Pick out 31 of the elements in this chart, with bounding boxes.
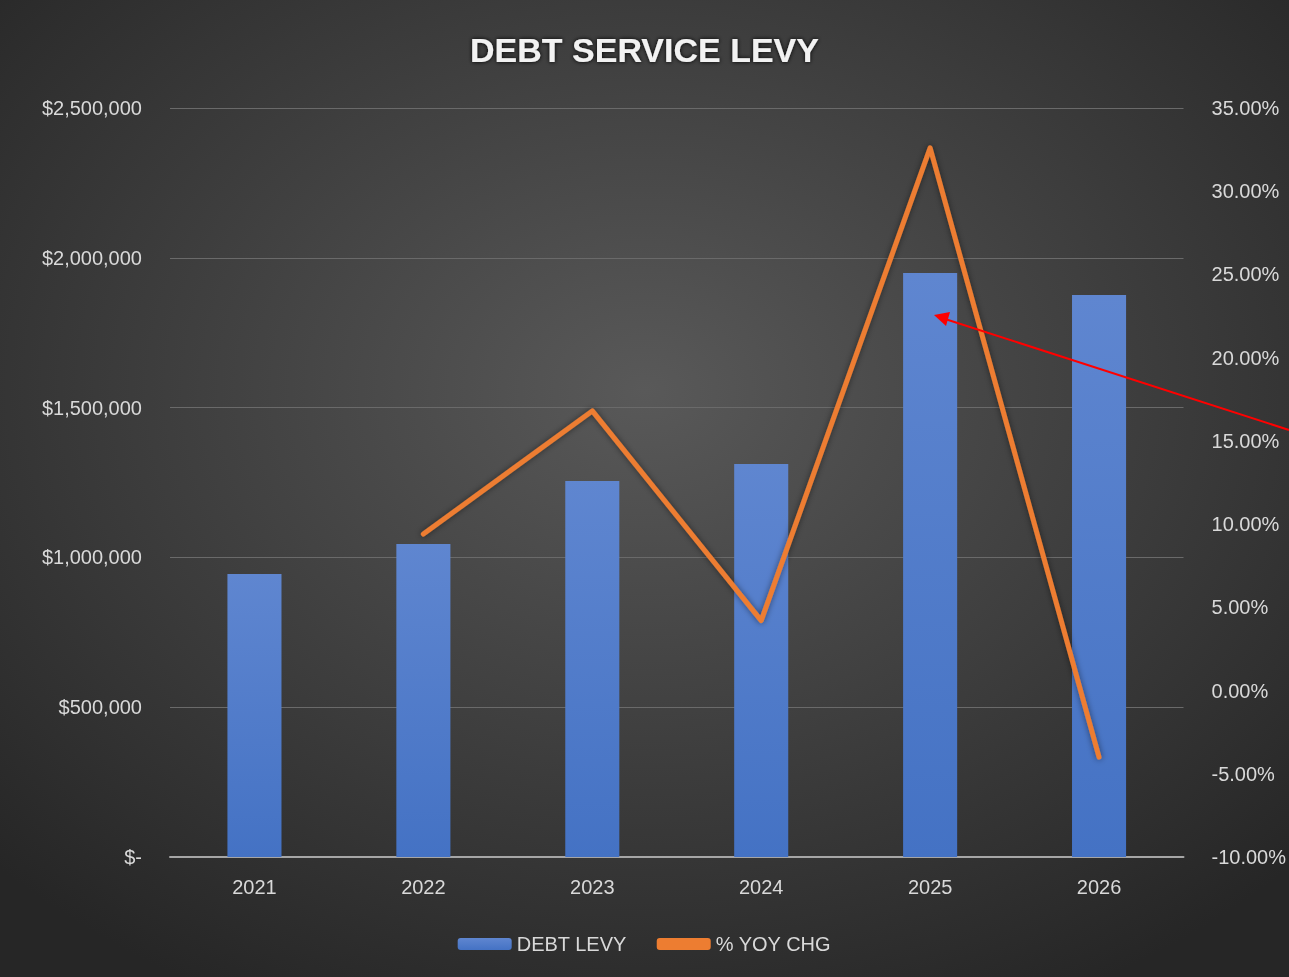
y-tick-label: $500,000 — [58, 696, 142, 719]
y2-tick-label: 5.00% — [1211, 596, 1269, 619]
x-tick-label: 2026 — [1076, 876, 1122, 898]
y2-tick-label: 20.00% — [1211, 346, 1280, 369]
bar — [565, 481, 620, 857]
chart-title: DEBT SERVICE LEVY — [470, 31, 820, 69]
bar — [1072, 294, 1127, 857]
y2-tick-label: -10.00% — [1211, 846, 1287, 868]
y-tick-label: $2,000,000 — [41, 246, 142, 269]
legend-label: DEBT LEVY — [516, 933, 627, 955]
y-tick-label: $2,500,000 — [41, 97, 142, 119]
y2-tick-label: 25.00% — [1211, 263, 1280, 286]
y-tick-label: $1,000,000 — [41, 546, 142, 569]
bar — [734, 463, 789, 857]
x-tick-label: 2025 — [907, 876, 953, 898]
x-tick-label: 2021 — [232, 876, 277, 898]
y2-tick-label: 30.00% — [1211, 180, 1280, 203]
x-tick-label: 2024 — [738, 876, 784, 898]
x-tick-label: 2023 — [570, 876, 615, 898]
bar — [903, 273, 958, 857]
legend-label: % YOY CHG — [715, 933, 831, 955]
x-tick-label: 2022 — [401, 876, 446, 898]
y2-tick-label: 0.00% — [1211, 679, 1269, 702]
y-tick-label: $- — [124, 846, 142, 868]
y-tick-label: $1,500,000 — [41, 396, 142, 419]
y2-tick-label: 10.00% — [1211, 513, 1280, 536]
bar — [227, 573, 282, 857]
bar — [396, 543, 451, 857]
y2-tick-label: -5.00% — [1211, 762, 1276, 785]
y2-tick-label: 15.00% — [1211, 429, 1280, 452]
y2-tick-label: 35.00% — [1211, 97, 1280, 119]
